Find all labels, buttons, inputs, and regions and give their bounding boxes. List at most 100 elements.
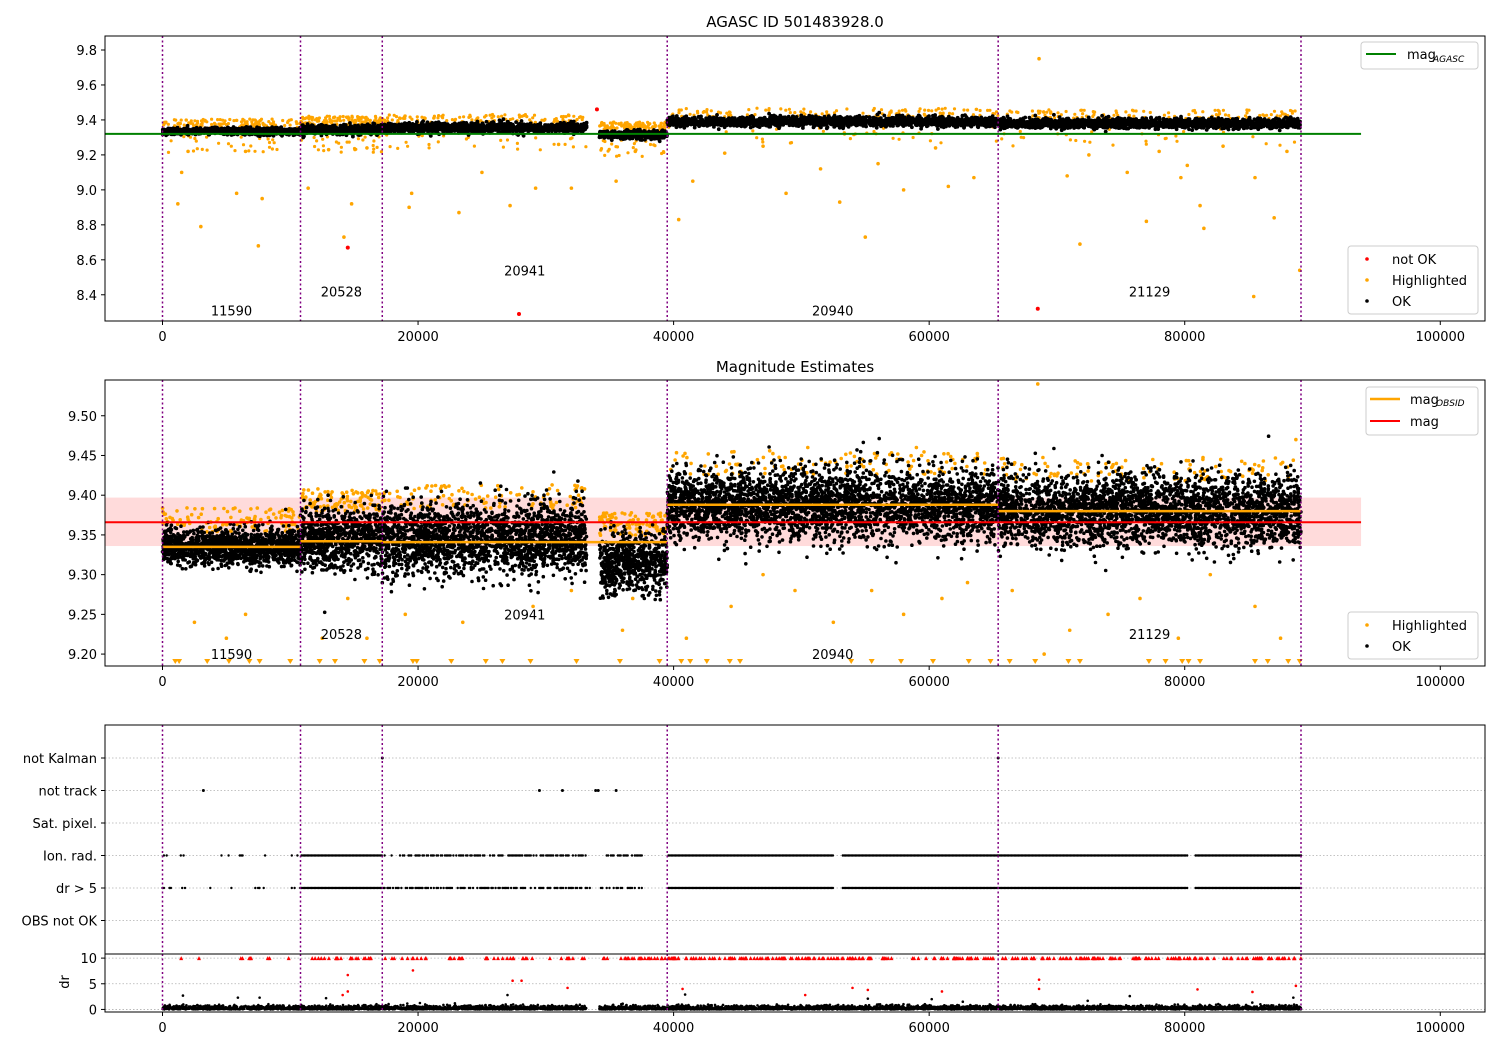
highlighted-point	[220, 122, 224, 126]
ok-point	[546, 123, 551, 128]
highlighted-point	[861, 111, 865, 115]
highlighted-point	[427, 146, 431, 150]
highlighted-point	[803, 112, 807, 116]
highlighted-point	[401, 116, 405, 120]
highlighted-point	[1142, 109, 1146, 113]
highlighted-point	[567, 114, 571, 118]
ok-point	[584, 123, 589, 128]
highlighted-point	[648, 142, 653, 147]
highlighted-point	[511, 117, 515, 121]
highlighted-point	[1074, 138, 1078, 143]
highlighted-point	[341, 114, 345, 119]
highlighted-point	[272, 141, 276, 145]
ok-point	[500, 123, 505, 128]
highlighted-point	[288, 123, 292, 127]
highlighted-point	[900, 108, 905, 112]
highlighted-point	[462, 115, 466, 119]
ok-point	[540, 126, 544, 131]
highlighted-point	[1064, 109, 1068, 114]
highlighted-point	[281, 118, 285, 123]
highlighted-point	[978, 108, 982, 113]
highlighted-point	[213, 122, 217, 126]
ok-point	[408, 129, 413, 133]
highlighted-point	[1083, 139, 1087, 143]
highlighted-point	[1251, 135, 1255, 139]
highlighted-point	[688, 112, 692, 116]
ok-point	[425, 120, 430, 125]
highlighted-point	[1111, 143, 1115, 147]
highlighted-point	[386, 116, 390, 120]
highlighted-point	[725, 111, 729, 115]
ok-point	[658, 134, 662, 139]
ok-point	[503, 127, 508, 132]
highlighted-point	[505, 138, 510, 142]
ok-point	[347, 129, 352, 134]
highlighted-point	[408, 115, 412, 119]
highlighted-point	[930, 109, 934, 113]
ok-point	[348, 121, 352, 125]
highlighted-point	[1218, 112, 1222, 116]
agasc-magnitude-panel: AGASC ID 501483928.0 1159020528209412094…	[76, 13, 1486, 345]
ok-point	[538, 121, 543, 126]
highlighted-point	[622, 123, 626, 127]
highlighted-point	[643, 126, 647, 130]
ok-point	[875, 112, 880, 117]
highlighted-point	[701, 110, 705, 114]
highlighted-point	[679, 108, 683, 112]
highlighted-point	[239, 135, 243, 139]
highlighted-point	[350, 118, 354, 122]
highlighted-point	[580, 118, 584, 122]
highlighted-point	[217, 141, 221, 145]
highlighted-point	[239, 120, 244, 124]
highlighted-point	[235, 118, 239, 122]
ok-point	[441, 125, 446, 130]
highlighted-point	[373, 114, 378, 118]
ok-point	[182, 128, 187, 133]
highlighted-point	[396, 146, 400, 150]
highlighted-point	[1162, 113, 1166, 117]
highlighted-point	[1132, 109, 1136, 113]
highlighted-point	[1047, 108, 1051, 112]
ok-point	[767, 111, 771, 116]
highlighted-point	[994, 139, 999, 143]
highlighted-point	[571, 145, 576, 149]
highlighted-point	[1056, 111, 1060, 115]
ok-point	[555, 128, 560, 133]
highlighted-point	[753, 113, 757, 117]
highlighted-point	[200, 121, 204, 125]
ok-point	[321, 123, 325, 128]
highlighted-point	[253, 149, 257, 153]
highlighted-point	[1148, 110, 1152, 115]
highlighted-point	[966, 108, 970, 112]
ok-point	[963, 113, 967, 117]
highlighted-point	[784, 108, 788, 112]
highlighted-point	[821, 129, 826, 133]
highlighted-point	[410, 117, 414, 121]
highlighted-point	[289, 118, 293, 122]
highlighted-point	[635, 124, 639, 128]
ok-point	[846, 124, 851, 129]
highlighted-point	[1073, 112, 1077, 116]
highlighted-point	[1278, 143, 1282, 147]
ok-point	[476, 122, 480, 126]
ok-point	[289, 127, 294, 131]
highlighted-point	[751, 129, 755, 133]
highlighted-point	[1247, 108, 1251, 112]
ok-point	[426, 124, 431, 129]
ok-point	[597, 135, 602, 140]
highlighted-point	[336, 116, 340, 120]
ok-point	[250, 129, 255, 134]
ok-point	[514, 120, 518, 124]
highlighted-point	[377, 118, 381, 122]
ok-point	[609, 138, 614, 143]
ok-point	[339, 124, 343, 128]
highlighted-point	[253, 118, 257, 122]
ok-point	[561, 129, 565, 133]
highlighted-point	[404, 140, 408, 144]
highlighted-point	[307, 117, 311, 121]
ok-point	[501, 117, 506, 122]
panel1-title: AGASC ID 501483928.0	[706, 13, 884, 31]
highlighted-point	[626, 151, 630, 155]
highlighted-point	[450, 118, 454, 122]
